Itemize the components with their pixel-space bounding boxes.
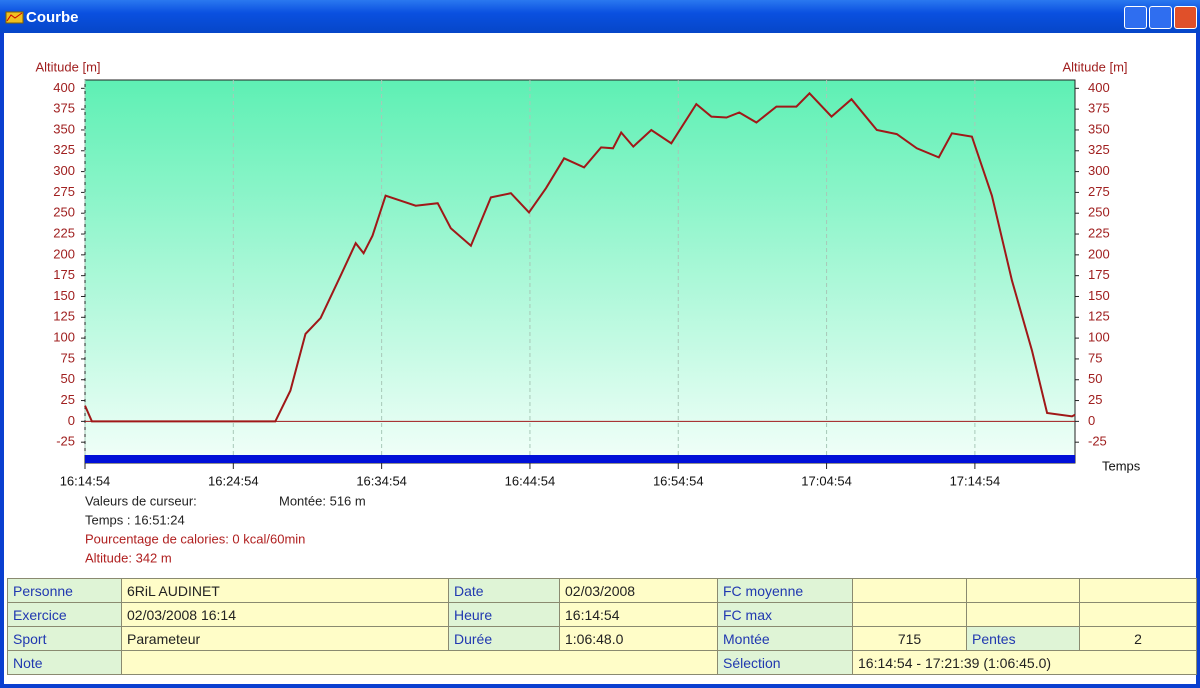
y2-tick-label: 325 xyxy=(1088,142,1110,157)
y-tick-label: 275 xyxy=(53,184,75,199)
cell: FC moyenne xyxy=(717,578,853,603)
cell: Sélection xyxy=(717,650,853,675)
cell: Date xyxy=(448,578,560,603)
cell: 16:14:54 - 17:21:39 (1:06:45.0) xyxy=(852,650,1197,675)
y2-tick-label: 125 xyxy=(1088,309,1110,324)
cell: Heure xyxy=(448,602,560,627)
chart: Altitude [m] Altitude [m] Temps Valeurs … xyxy=(35,59,1141,565)
y2-axis-label: Altitude [m] xyxy=(1062,59,1127,74)
cell: 715 xyxy=(852,626,967,651)
app-icon xyxy=(5,11,24,24)
cursor-heading: Valeurs de curseur: xyxy=(85,493,197,508)
cursor-time: Temps : 16:51:24 xyxy=(85,512,185,527)
cell xyxy=(966,578,1080,603)
y2-tick-label: 100 xyxy=(1088,330,1110,345)
cell: Exercice xyxy=(7,602,122,627)
y2-tick-label: 25 xyxy=(1088,392,1102,407)
cell: Sport xyxy=(7,626,122,651)
y-tick-label: 325 xyxy=(53,142,75,157)
cell: Durée xyxy=(448,626,560,651)
y-tick-label: 50 xyxy=(61,371,75,386)
y2-tick-label: 225 xyxy=(1088,225,1110,240)
cell: Montée xyxy=(717,626,853,651)
cell xyxy=(1079,602,1197,627)
cell: Personne xyxy=(7,578,122,603)
x-tick-label: 16:44:54 xyxy=(505,473,556,488)
altitude-line xyxy=(84,91,1076,423)
x-tick-label: 16:54:54 xyxy=(653,473,704,488)
maximize-button[interactable] xyxy=(1149,6,1172,29)
cell xyxy=(852,602,967,627)
cursor-calories: Pourcentage de calories: 0 kcal/60min xyxy=(85,531,305,546)
x-tick-label: 17:14:54 xyxy=(950,473,1001,488)
cell: 02/03/2008 16:14 xyxy=(121,602,449,627)
y-tick-label: 200 xyxy=(53,246,75,261)
y-tick-label: 375 xyxy=(53,101,75,116)
cursor-altitude: Altitude: 342 m xyxy=(85,550,172,565)
x-tick-label: 17:04:54 xyxy=(801,473,852,488)
y-tick-label: 225 xyxy=(53,225,75,240)
y-tick-label: 75 xyxy=(61,350,75,365)
y2-tick-label: 150 xyxy=(1088,288,1110,303)
y-axis-label: Altitude [m] xyxy=(35,59,100,74)
cell: FC max xyxy=(717,602,853,627)
y2-tick-label: 350 xyxy=(1088,121,1110,136)
cell: 02/03/2008 xyxy=(559,578,718,603)
cell xyxy=(966,602,1080,627)
y-tick-label: 125 xyxy=(53,309,75,324)
y-tick-label: 250 xyxy=(53,205,75,220)
selection-bar xyxy=(85,455,1075,463)
y-tick-label: 0 xyxy=(68,413,75,428)
x-tick-label: 16:34:54 xyxy=(356,473,407,488)
cell: 2 xyxy=(1079,626,1197,651)
cursor-climb: Montée: 516 m xyxy=(279,493,366,508)
x-axis-label: Temps xyxy=(1102,458,1141,473)
y-tick-label: 25 xyxy=(61,392,75,407)
cell: 6RiL AUDINET xyxy=(121,578,449,603)
y2-tick-label: 0 xyxy=(1088,413,1095,428)
cell: Parameteur xyxy=(121,626,449,651)
minimize-button[interactable] xyxy=(1124,6,1147,29)
cell: 1:06:48.0 xyxy=(559,626,718,651)
cell xyxy=(852,578,967,603)
cell: Note xyxy=(7,650,122,675)
cell xyxy=(1079,578,1197,603)
y-tick-label: 150 xyxy=(53,288,75,303)
y-tick-label: 400 xyxy=(53,80,75,95)
y2-tick-label: 75 xyxy=(1088,350,1102,365)
y-tick-label: 350 xyxy=(53,121,75,136)
cell: 16:14:54 xyxy=(559,602,718,627)
y2-tick-label: 275 xyxy=(1088,184,1110,199)
close-button[interactable] xyxy=(1174,6,1197,29)
y2-tick-label: 375 xyxy=(1088,101,1110,116)
cell xyxy=(121,650,718,675)
y-tick-label: 175 xyxy=(53,267,75,282)
y2-tick-label: 200 xyxy=(1088,246,1110,261)
y-tick-label: 100 xyxy=(53,330,75,345)
y-tick-label: 300 xyxy=(53,163,75,178)
cell: Pentes xyxy=(966,626,1080,651)
y2-tick-label: 400 xyxy=(1088,80,1110,95)
y-tick-label: -25 xyxy=(56,434,75,449)
info-table: Personne 6RiL AUDINET Date 02/03/2008 FC… xyxy=(7,578,1197,675)
y2-tick-label: 250 xyxy=(1088,205,1110,220)
title-bar: Courbe xyxy=(0,0,1200,33)
x-tick-label: 16:14:54 xyxy=(60,473,111,488)
window-title: Courbe xyxy=(26,9,79,26)
x-tick-label: 16:24:54 xyxy=(208,473,259,488)
y2-tick-label: 175 xyxy=(1088,267,1110,282)
y2-tick-label: -25 xyxy=(1088,434,1107,449)
y2-tick-label: 50 xyxy=(1088,371,1102,386)
y2-tick-label: 300 xyxy=(1088,163,1110,178)
